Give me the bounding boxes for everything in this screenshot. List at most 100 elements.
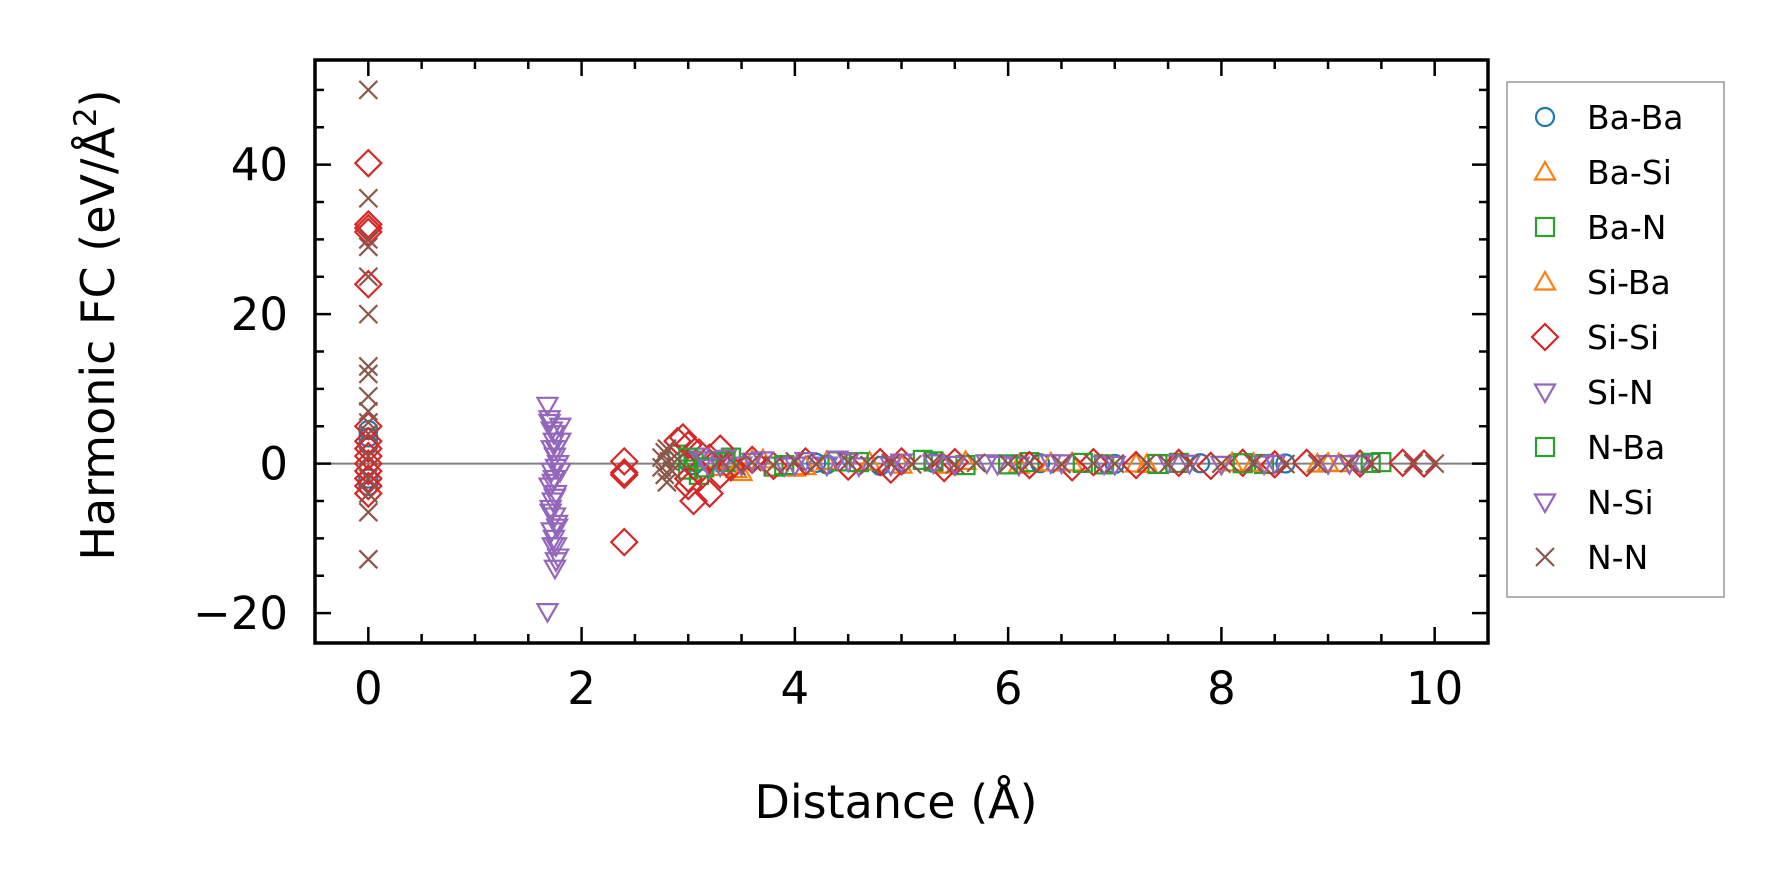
data-point	[540, 537, 565, 559]
data-point	[814, 456, 839, 478]
data-point	[881, 453, 901, 473]
data-point	[692, 451, 717, 473]
data-point	[1156, 454, 1180, 476]
data-point	[537, 413, 562, 435]
data-point	[705, 434, 735, 464]
y-tick-label: 20	[231, 288, 288, 341]
data-point	[1232, 453, 1253, 474]
data-point	[358, 468, 379, 489]
data-point	[358, 386, 379, 407]
data-point	[540, 473, 565, 495]
data-point	[998, 453, 1018, 474]
data-point	[1092, 455, 1117, 477]
data-point	[1164, 448, 1194, 478]
data-point	[544, 458, 568, 480]
data-point	[537, 410, 562, 431]
data-point	[353, 213, 383, 243]
data-point	[353, 441, 383, 471]
data-point	[1424, 453, 1445, 474]
data-point	[838, 452, 858, 472]
data-point	[544, 552, 568, 573]
data-point	[358, 549, 379, 570]
data-point	[998, 454, 1019, 475]
data-point	[353, 449, 383, 479]
legend-item-ba-n: Ba-N	[1534, 208, 1666, 247]
data-point	[353, 411, 383, 441]
y-tick-labels: −20 0 20 40	[193, 139, 288, 640]
data-point	[1337, 455, 1362, 476]
legend-marker	[1534, 106, 1556, 128]
legend-item-n-si: N-Si	[1533, 483, 1654, 522]
legend-label: N-Si	[1587, 483, 1654, 522]
data-point	[1124, 451, 1148, 473]
data-point	[833, 452, 863, 482]
data-point	[1006, 452, 1031, 474]
data-point	[945, 454, 965, 475]
y-tick-label: 0	[259, 438, 288, 491]
x-tick-label: 4	[781, 662, 810, 715]
data-point	[609, 527, 639, 557]
data-point	[1177, 454, 1202, 476]
data-point	[358, 446, 379, 466]
legend-label: N-Ba	[1587, 428, 1665, 467]
data-point	[1051, 454, 1072, 474]
data-point	[942, 455, 967, 477]
data-point	[543, 488, 567, 510]
series-n-n	[358, 80, 1445, 570]
legend-item-n-ba: N-Ba	[1534, 428, 1665, 467]
data-point	[985, 455, 1010, 477]
series-si-n	[535, 396, 1372, 624]
data-point	[609, 446, 639, 476]
legend-item-si-ba: Si-Ba	[1533, 263, 1671, 302]
data-point	[539, 522, 564, 544]
data-point	[729, 460, 754, 482]
data-point	[902, 454, 922, 475]
data-point	[358, 502, 379, 522]
data-point	[609, 458, 639, 488]
legend-label: Ba-N	[1587, 208, 1666, 247]
data-point	[353, 148, 383, 178]
data-point	[353, 426, 383, 456]
legend-item-si-si: Si-Si	[1530, 318, 1659, 357]
data-point	[763, 455, 784, 475]
data-point	[1211, 453, 1232, 474]
data-point	[1409, 449, 1439, 479]
data-point	[1104, 453, 1125, 474]
x-tick-label: 0	[354, 662, 383, 715]
data-point	[1019, 453, 1040, 473]
data-point	[1014, 450, 1045, 480]
y-tick-label: −20	[193, 587, 288, 640]
data-point	[358, 80, 379, 100]
data-point	[535, 396, 560, 418]
data-point	[742, 452, 762, 472]
x-tick-labels: 0 2 4 6 8 10	[354, 662, 1463, 715]
x-tick-label: 10	[1406, 662, 1463, 715]
data-point	[679, 486, 709, 516]
legend-item-ba-ba: Ba-Ba	[1534, 98, 1683, 137]
data-point	[353, 471, 383, 501]
data-points	[353, 80, 1445, 624]
data-point	[836, 452, 861, 474]
legend-marker	[1533, 383, 1557, 405]
data-point	[740, 452, 765, 474]
data-point	[1158, 454, 1178, 474]
x-tick-label: 8	[1207, 662, 1236, 715]
data-point	[538, 503, 563, 525]
data-point	[694, 478, 725, 509]
data-point	[358, 237, 379, 257]
data-point	[353, 478, 383, 509]
data-point	[358, 483, 379, 504]
legend-item-si-n: Si-N	[1533, 373, 1654, 412]
data-point	[358, 188, 379, 209]
y-axis-label-end: )	[71, 89, 125, 107]
data-point	[758, 451, 789, 481]
x-tick-label: 2	[567, 662, 596, 715]
x-axis-label: Distance (Å)	[754, 775, 1037, 829]
legend: Ba-Ba Ba-Si Ba-N Si-Ba Si-Si Si-N N-Ba N-Si N-N	[1506, 81, 1725, 598]
legend-label: Ba-Si	[1587, 153, 1672, 192]
data-point	[966, 453, 986, 473]
data-point	[724, 457, 749, 479]
legend-marker	[1534, 216, 1556, 238]
data-point	[1209, 455, 1234, 477]
